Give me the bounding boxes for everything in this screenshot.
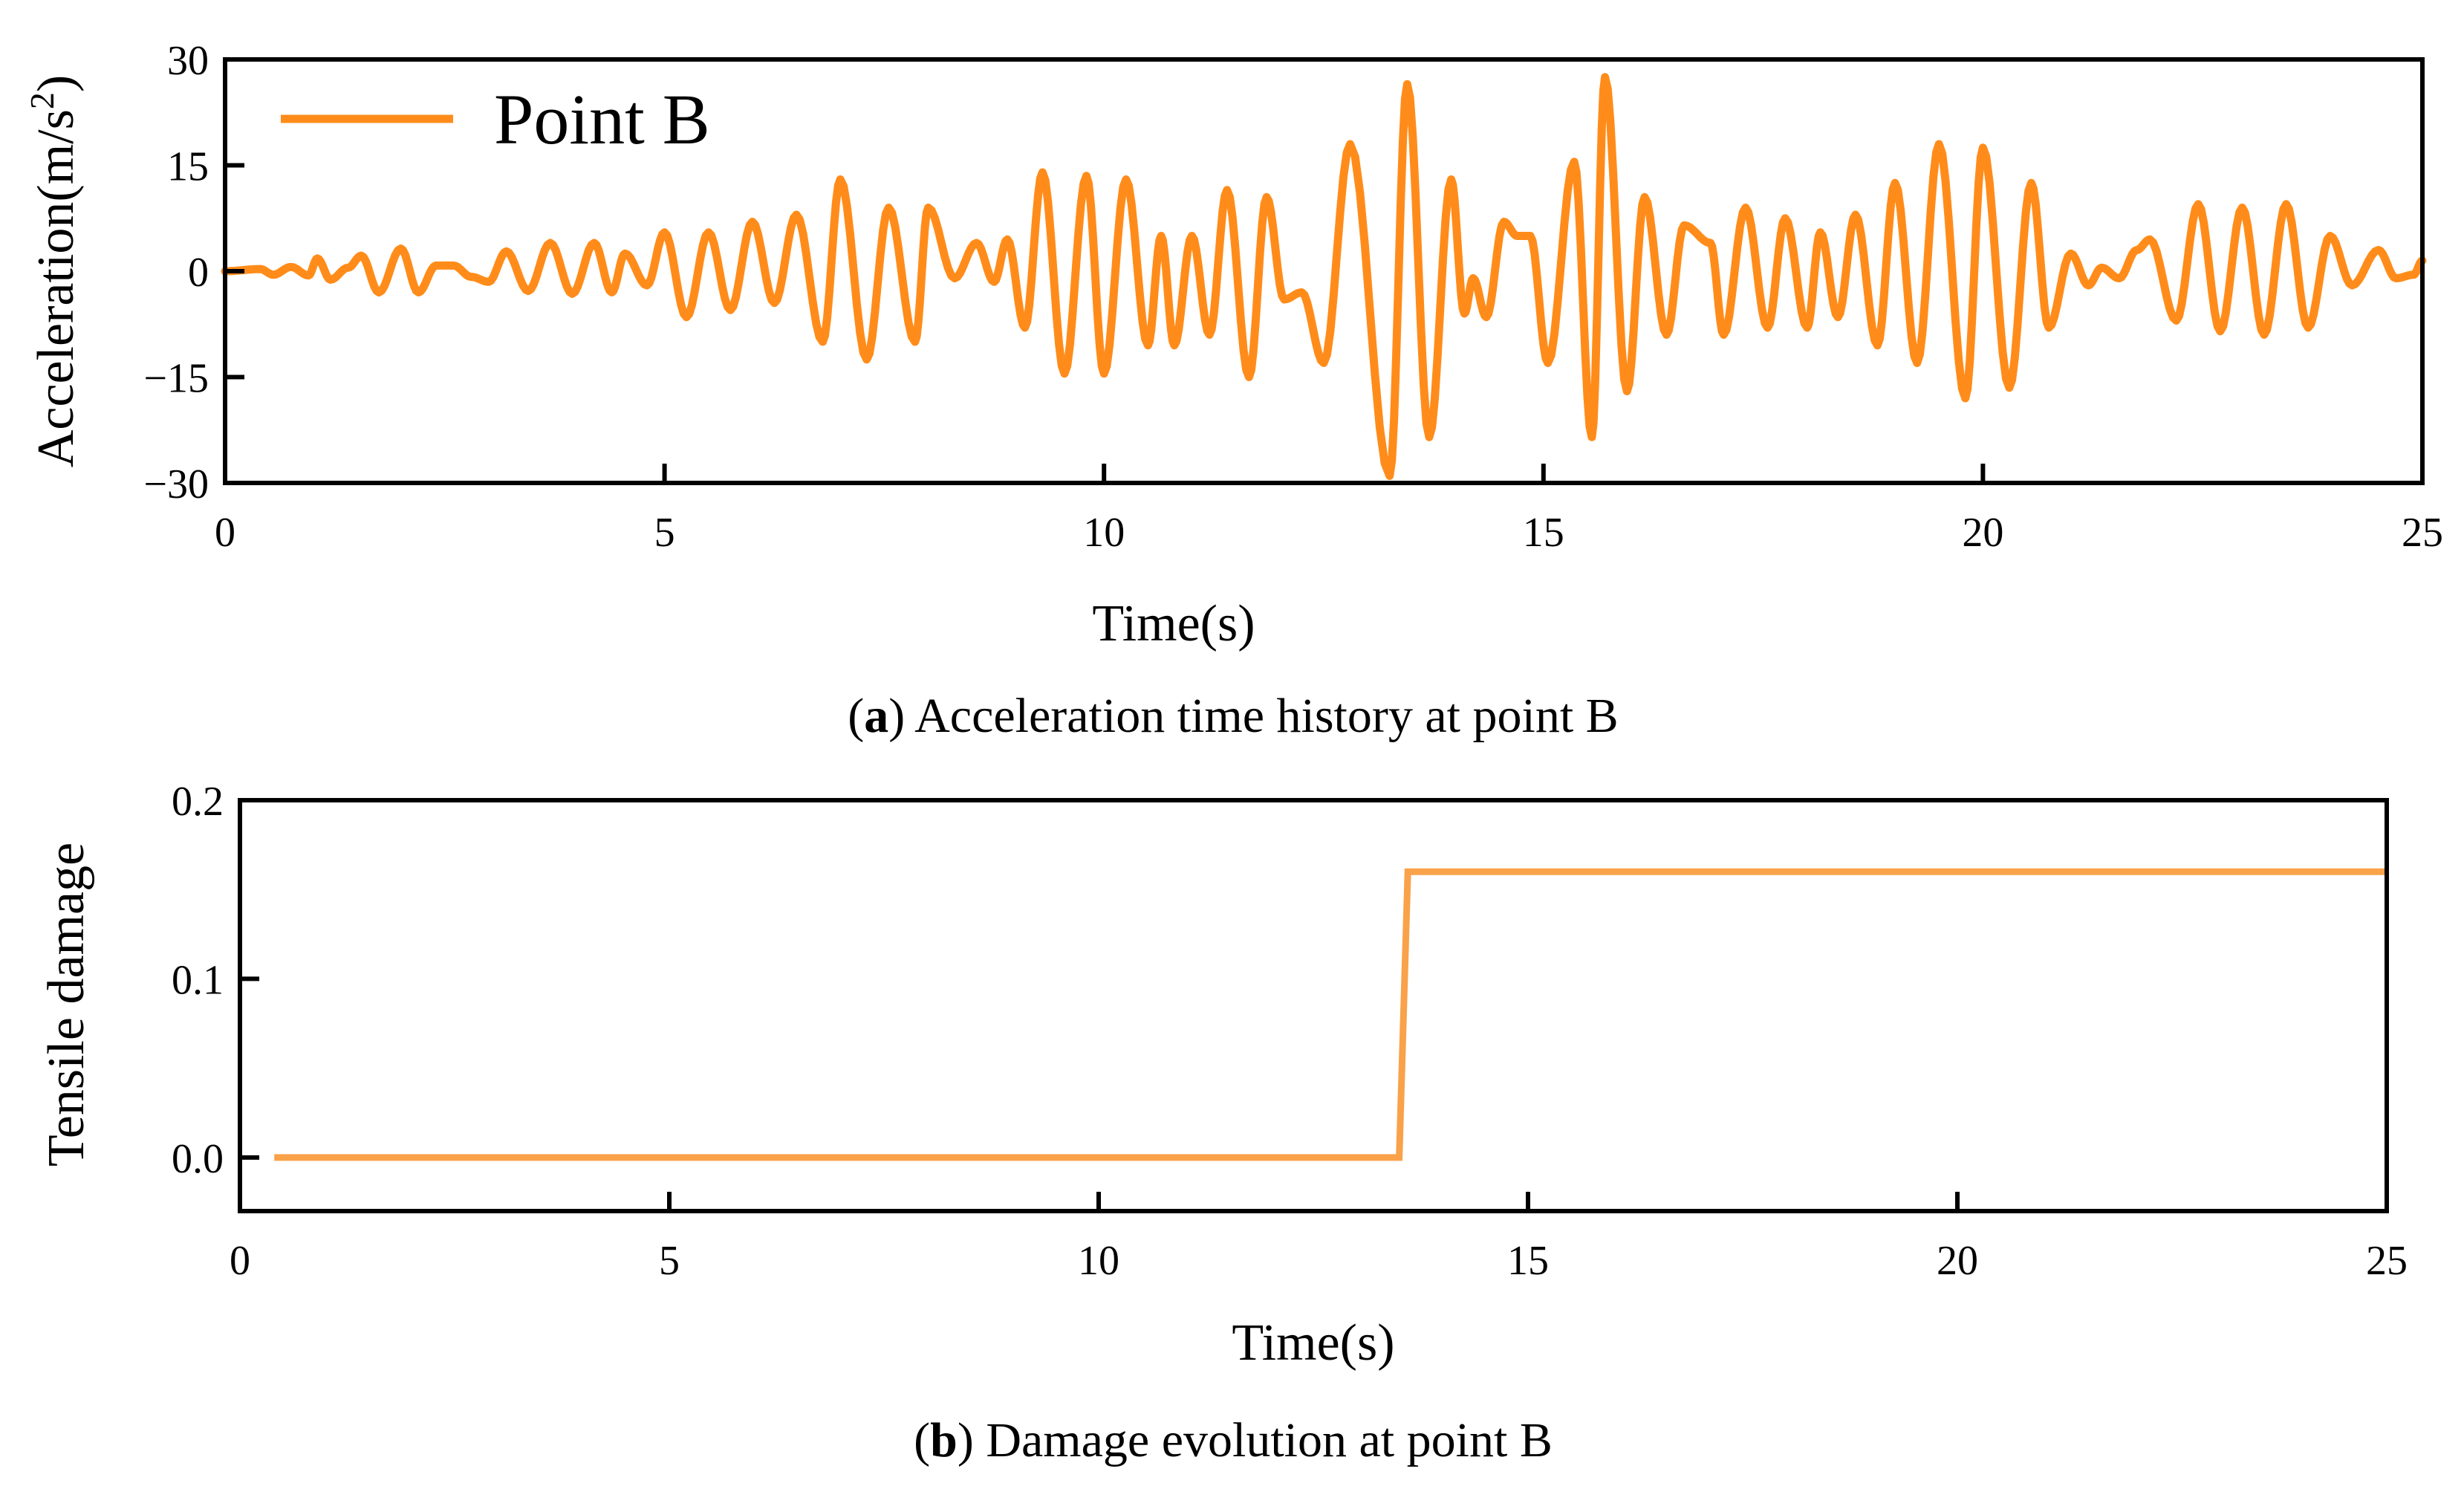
panel-a-y-tick-label: 0: [188, 250, 209, 296]
panel-a-plot-frame: [223, 57, 2425, 485]
y-axis-title-end: ): [27, 75, 85, 92]
panel-b-x-axis-title: Time(s): [1232, 1314, 1394, 1372]
panel-b-letter: b: [930, 1413, 958, 1467]
panel-a-letter: a: [864, 689, 888, 743]
panel-a-x-ticks: 0 5 10 15 20 25: [215, 464, 2443, 556]
y-axis-title-superscript: 2: [23, 92, 61, 109]
panel-a-x-tick-label: 15: [1523, 510, 1564, 556]
panel-a-y-tick-label: −30: [143, 461, 209, 507]
panel-a-y-axis-title: Acceleration(m/s2): [23, 75, 85, 467]
panel-b-x-tick-label: 15: [1507, 1238, 1549, 1284]
panel-b-y-tick-label: 0.1: [172, 957, 224, 1003]
panel-b-y-axis-title: Tensile damage: [38, 843, 95, 1167]
damage-series-line: [274, 868, 2387, 1161]
panel-b: 0 5 10 15 20 25 0.0 0.1 0.2 Time(s) Tensile dam…: [38, 779, 2408, 1467]
panel-b-y-tick-label: 0.0: [172, 1136, 224, 1182]
legend-label: Point B: [494, 80, 710, 159]
panel-b-y-tick-label: 0.2: [172, 779, 224, 825]
panel-b-x-tick-label: 20: [1937, 1238, 1978, 1284]
panel-a-caption: (a) Acceleration time history at point B: [848, 689, 1618, 743]
panel-a: 0 5 10 15 20 25 −30 −15 0 15 30 Point B Time(s) A…: [23, 38, 2443, 743]
panel-a-y-tick-label: −15: [143, 356, 209, 402]
panel-b-caption-text: Damage evolution at point B: [986, 1413, 1553, 1467]
panel-a-x-tick-label: 0: [215, 510, 235, 556]
panel-a-x-tick-label: 25: [2402, 510, 2443, 556]
panel-a-x-tick-label: 5: [654, 510, 675, 556]
acceleration-series-line: [221, 73, 2427, 480]
panel-a-x-tick-label: 10: [1083, 510, 1125, 556]
panel-a-y-ticks: −30 −15 0 15 30: [143, 38, 244, 507]
panel-a-y-tick-label: 30: [167, 38, 209, 84]
panel-b-plot-frame: [238, 798, 2389, 1213]
panel-b-x-ticks: 0 5 10 15 20 25: [230, 1192, 2408, 1284]
panel-b-x-tick-label: 10: [1078, 1238, 1119, 1284]
panel-b-x-tick-label: 0: [230, 1238, 250, 1284]
panel-b-y-ticks: 0.0 0.1 0.2: [172, 779, 259, 1182]
panel-b-x-tick-label: 25: [2366, 1238, 2408, 1284]
panel-a-x-axis-title: Time(s): [1092, 595, 1255, 652]
panel-b-caption: (b) Damage evolution at point B: [914, 1413, 1553, 1467]
panel-a-x-tick-label: 20: [1962, 510, 2003, 556]
panel-b-x-tick-label: 5: [659, 1238, 680, 1284]
legend: Point B: [281, 80, 710, 159]
panel-a-y-tick-label: 15: [167, 144, 209, 190]
y-axis-title-main: Acceleration(m/s: [27, 109, 85, 467]
panel-a-caption-text: Acceleration time history at point B: [914, 689, 1619, 743]
